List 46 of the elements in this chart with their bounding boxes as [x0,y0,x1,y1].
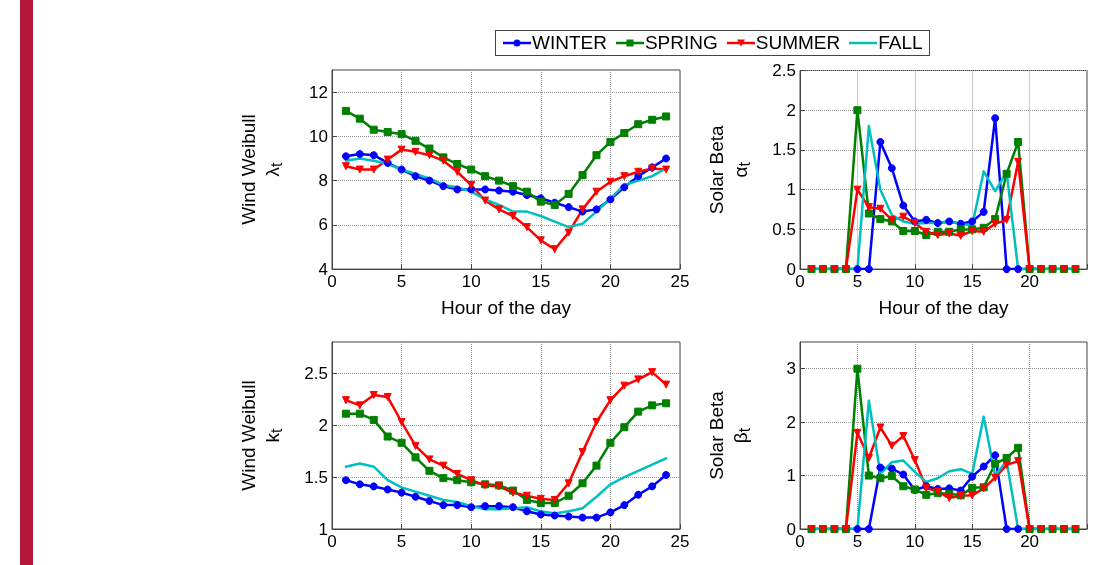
x-tick-label: 5 [396,532,407,551]
x-axis-title: Hour of the day [878,296,1009,318]
x-tick-label: 5 [852,532,863,551]
y-tick-label: 2 [318,415,328,435]
y-tick-label: 1.5 [304,467,328,487]
y-tick-label: 0 [786,259,796,279]
y-axis-title: Wind Weibull λt [237,114,285,225]
y-tick-label: 8 [318,171,328,191]
x-tick-label: 10 [905,272,925,292]
x-tick-label: 10 [461,272,481,292]
y-axis-title: Wind Weibull kt [237,380,285,491]
y-tick-label: 4 [318,259,328,279]
y-tick-label: 12 [309,82,328,102]
x-tick-label: 10 [461,532,481,551]
y-axis-title: Solar Beta βt [705,390,753,480]
x-tick-label: 25 [670,532,690,551]
legend-label: FALL [878,32,923,54]
y-tick-label: 0.5 [772,219,796,239]
x-tick-label: 15 [962,272,982,292]
y-tick-label: 1 [786,466,796,486]
x-tick-label: 5 [396,272,407,292]
y-tick-label: 2 [786,100,796,120]
x-axis-title: Hour of the day [441,296,572,318]
y-tick-label: 2.5 [772,61,796,80]
x-tick-label: 20 [1020,272,1040,292]
x-tick-label: 15 [962,532,982,551]
x-tick-label: 15 [531,532,551,551]
x-tick-label: 10 [905,532,925,551]
y-tick-label: 1 [318,519,328,539]
x-tick-label: 25 [670,272,690,292]
x-tick-label: 15 [531,272,551,292]
y-tick-label: 1 [786,180,796,200]
y-tick-label: 6 [318,215,328,235]
x-tick-label: 5 [852,272,863,292]
legend-label: SPRING [644,32,718,54]
y-tick-label: 1.5 [772,140,796,160]
legend-label: WINTER [532,32,607,54]
x-tick-label: 20 [1020,532,1040,551]
y-tick-label: 3 [786,359,796,379]
legend-label: SUMMER [755,32,841,54]
y-axis-title: Solar Beta αt [705,125,753,215]
x-tick-label: 20 [600,532,620,551]
y-tick-label: 10 [309,126,328,146]
y-tick-label: 2 [786,412,796,432]
x-tick-label: 20 [600,272,620,292]
y-tick-label: 2.5 [304,363,328,383]
